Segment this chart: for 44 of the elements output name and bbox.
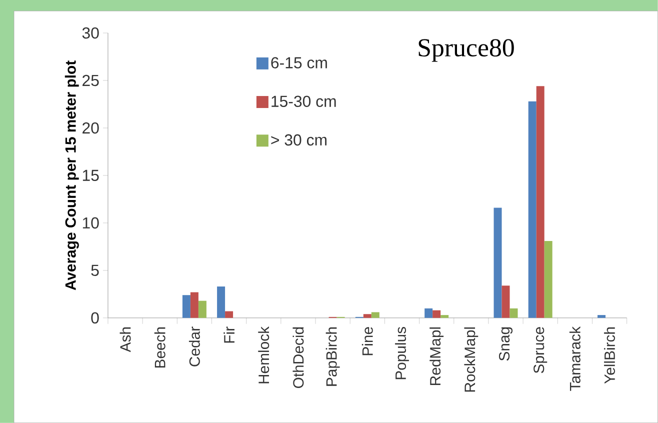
x-tick-label: Pine xyxy=(362,327,373,356)
bar xyxy=(424,308,433,318)
bar xyxy=(510,308,518,318)
y-tick-label: 30 xyxy=(82,27,99,39)
x-tick-label: Snag xyxy=(498,327,513,361)
bar xyxy=(528,101,536,318)
x-tick-label: Beech xyxy=(154,327,166,368)
bar xyxy=(225,311,234,318)
bar xyxy=(440,315,449,318)
legend-label: 15-30 cm xyxy=(272,96,336,107)
y-tick-label: 25 xyxy=(82,74,99,86)
x-tick-label: Hemlock xyxy=(258,326,270,384)
x-tick-label: RedMapl xyxy=(430,327,444,385)
x-tick-label: Populus xyxy=(395,326,409,380)
legend-label: > 30 cm xyxy=(271,134,326,146)
x-tick-label: Cedar xyxy=(188,326,200,366)
x-tick-label: PapBirch xyxy=(326,327,340,386)
bar xyxy=(494,208,502,318)
bar xyxy=(217,286,226,318)
x-tick-label: RockMapl xyxy=(464,327,478,392)
y-tick-label: 5 xyxy=(91,264,99,276)
x-tick-label: Ash xyxy=(120,327,131,352)
y-tick-label: 20 xyxy=(82,122,99,134)
chart-title: Spruce80 xyxy=(418,39,514,62)
y-tick-label: 0 xyxy=(91,312,99,324)
y-tick-label: 15 xyxy=(82,170,99,181)
bar xyxy=(598,315,606,318)
bar xyxy=(544,240,552,318)
bar xyxy=(182,295,190,318)
bar xyxy=(432,310,441,318)
x-tick-label: OthDecid xyxy=(292,327,304,388)
bar xyxy=(198,300,206,318)
bar xyxy=(371,312,380,318)
x-tick-label: Spruce xyxy=(534,327,548,374)
x-tick-label: YellBirch xyxy=(604,327,616,384)
legend-label: 6-15 cm xyxy=(271,57,327,68)
bar xyxy=(536,86,544,318)
y-tick-label: 10 xyxy=(82,217,99,229)
bar xyxy=(502,286,510,318)
x-tick-label: Fir xyxy=(224,326,234,343)
bar xyxy=(363,314,372,318)
x-tick-label: Tamarack xyxy=(569,326,580,391)
bar xyxy=(190,292,198,318)
y-axis-title: Average Count per 15 meter plot xyxy=(64,60,79,290)
